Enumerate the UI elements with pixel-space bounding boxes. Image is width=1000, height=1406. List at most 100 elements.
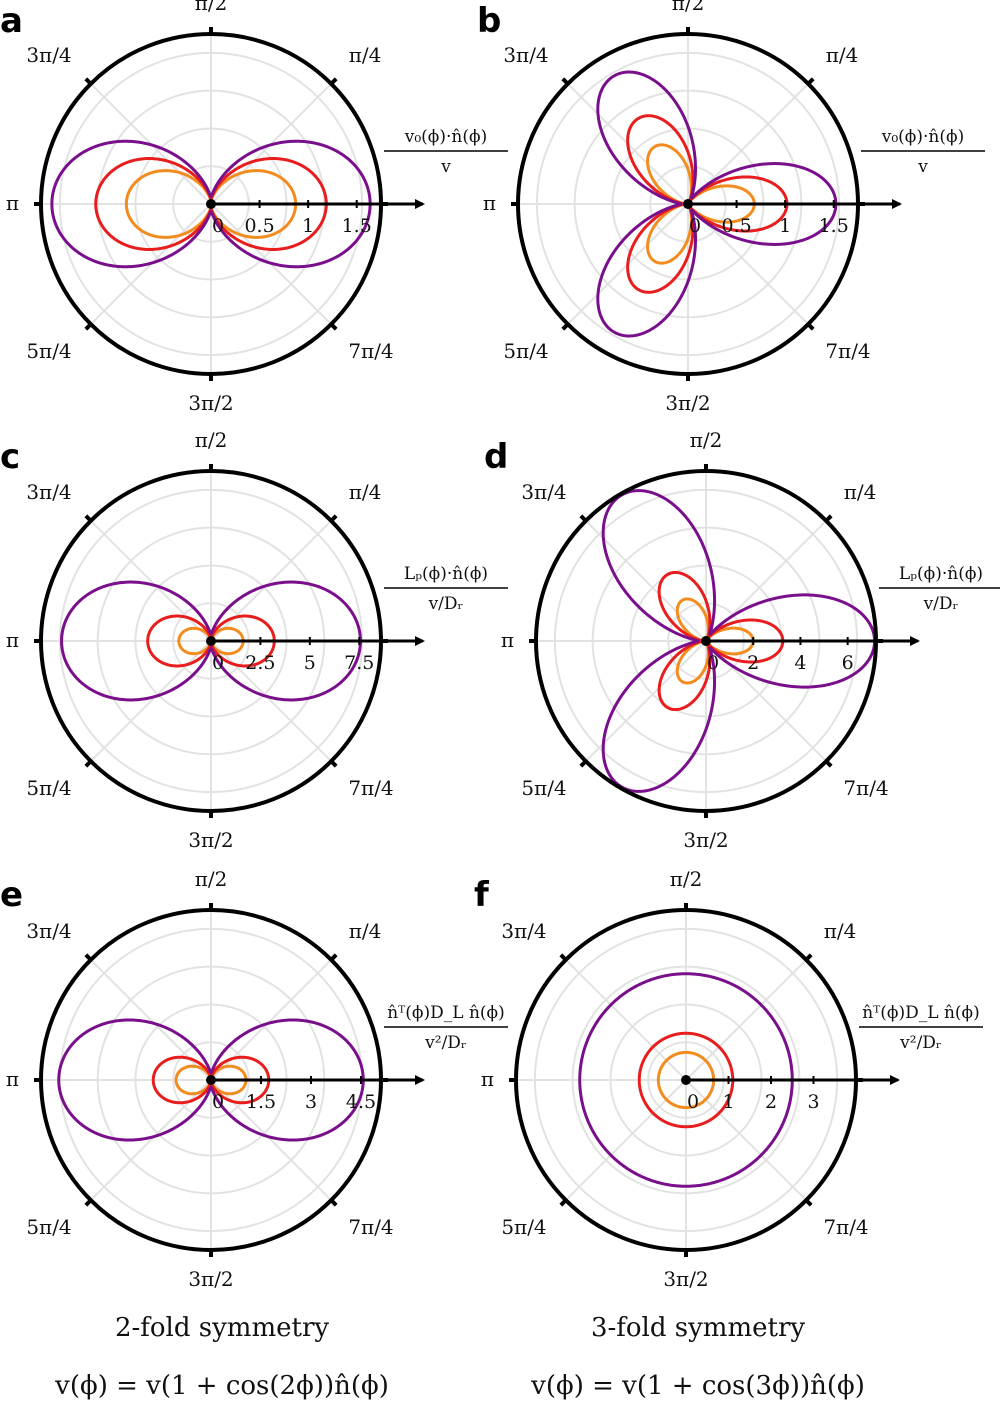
angle-label: 5π/4 xyxy=(501,1215,546,1239)
panel-letter-a: a xyxy=(0,1,23,41)
quantity-numerator: n̂ᵀ(ϕ)D_L n̂(ϕ) xyxy=(862,1003,980,1023)
angle-label: 3π/4 xyxy=(26,480,71,504)
grid-spoke xyxy=(565,959,687,1081)
series-curve-orange xyxy=(177,626,245,656)
angle-label: 3π/4 xyxy=(26,43,71,67)
angle-label: π xyxy=(6,1067,19,1091)
radial-tick-label: 1.5 xyxy=(819,215,849,237)
angle-label: 5π/4 xyxy=(521,776,566,800)
frame-tick xyxy=(329,514,338,523)
left-formula: v(ϕ) = v(1 + cos(2ϕ))n̂(ϕ) xyxy=(54,1371,389,1401)
angle-label: π xyxy=(6,628,19,652)
polar-chart-c: c π/2 π/4 3π/4 π 5π/4 7π/4 3π/2 0 2.5 5 7.5 Lₚ(ϕ)·n̂… xyxy=(0,428,508,852)
angle-label: π/4 xyxy=(349,919,382,943)
frame-tick xyxy=(84,759,93,768)
origin-dot xyxy=(206,1075,216,1085)
origin-dot xyxy=(683,199,693,209)
radial-tick-label: 2 xyxy=(765,1091,777,1113)
frame-tick xyxy=(824,514,833,523)
radial-tick-label: 4.5 xyxy=(346,1091,376,1113)
quantity-numerator: v₀(ϕ)·n̂(ϕ) xyxy=(881,127,964,147)
grid-spoke xyxy=(585,520,707,642)
frame-tick xyxy=(824,759,833,768)
quantity-denominator: v/Dᵣ xyxy=(428,594,464,614)
frame-tick xyxy=(579,759,588,768)
polar-chart-a: a π/2 π/4 3π/4 π 5π/4 7π/4 3π/2 0 0.5 1 1.5 v₀(ϕ)·n̂… xyxy=(0,0,508,415)
angle-label: π/2 xyxy=(672,0,705,15)
frame-tick xyxy=(329,77,338,86)
frame-tick xyxy=(84,514,93,523)
series-curve-orange xyxy=(124,169,298,239)
series-curve-purple xyxy=(578,972,794,1188)
angle-label: 7π/4 xyxy=(348,339,393,363)
quantity-denominator: v²/Dᵣ xyxy=(899,1033,942,1053)
polar-chart-d: d π/2 π/4 3π/4 π 5π/4 7π/4 3π/2 0 2 4 6 Lₚ(ϕ)·n̂(ϕ) v… xyxy=(484,428,1000,852)
angle-label: π/4 xyxy=(349,43,382,67)
left-caption: 2-fold symmetry xyxy=(115,1313,329,1343)
radial-tick-label: 3 xyxy=(305,1091,317,1113)
angle-label: 3π/2 xyxy=(663,1267,708,1291)
right-caption: 3-fold symmetry xyxy=(591,1313,805,1343)
quantity-numerator: Lₚ(ϕ)·n̂(ϕ) xyxy=(404,564,488,584)
angle-label: π/2 xyxy=(195,428,228,452)
grid-spoke xyxy=(210,520,332,642)
frame-tick xyxy=(329,1198,338,1207)
angle-label: π xyxy=(6,191,19,215)
grid-spoke xyxy=(210,959,332,1081)
origin-dot xyxy=(681,1075,691,1085)
series-curve-purple xyxy=(60,580,362,702)
radial-tick-label: 0.5 xyxy=(721,215,751,237)
grid-spoke xyxy=(685,1079,807,1201)
series-curve-purple xyxy=(57,1018,365,1142)
angle-label: π/2 xyxy=(195,0,228,15)
series-curve-red xyxy=(146,614,276,668)
frame-tick xyxy=(804,953,813,962)
angle-label: 7π/4 xyxy=(825,339,870,363)
grid-spoke xyxy=(210,640,332,762)
radial-tick-label: 7.5 xyxy=(344,652,374,674)
radial-tick-label: 1 xyxy=(779,215,791,237)
radial-tick-label: 6 xyxy=(842,652,854,674)
panel-letter-d: d xyxy=(484,437,508,477)
origin-dot xyxy=(701,636,711,646)
panel-letter-f: f xyxy=(474,875,490,915)
angle-label: π/4 xyxy=(824,919,857,943)
angle-label: 3π/4 xyxy=(501,919,546,943)
quantity-numerator: n̂ᵀ(ϕ)D_L n̂(ϕ) xyxy=(387,1003,505,1023)
angle-label: π/4 xyxy=(349,480,382,504)
frame-tick xyxy=(329,953,338,962)
angle-label: 3π/4 xyxy=(521,480,566,504)
radial-tick-label: 1 xyxy=(302,215,314,237)
frame-tick xyxy=(804,1198,813,1207)
quantity-denominator: v/Dᵣ xyxy=(923,594,959,614)
right-formula: v(ϕ) = v(1 + cos(3ϕ))n̂(ϕ) xyxy=(530,1371,865,1401)
origin-dot xyxy=(206,199,216,209)
angle-label: π xyxy=(501,628,514,652)
angle-label: 3π/2 xyxy=(665,391,710,415)
radial-tick-label: 0 xyxy=(687,1091,699,1113)
radial-tick-label: 0 xyxy=(212,1091,224,1113)
angle-label: 5π/4 xyxy=(503,339,548,363)
frame-tick xyxy=(329,759,338,768)
radial-tick-label: 1.5 xyxy=(246,1091,276,1113)
frame-tick xyxy=(806,77,815,86)
grid-spoke xyxy=(585,640,707,762)
angle-label: 7π/4 xyxy=(348,776,393,800)
radial-tick-label: 0 xyxy=(707,652,719,674)
angle-label: 5π/4 xyxy=(26,1215,71,1239)
angle-label: 7π/4 xyxy=(348,1215,393,1239)
frame-tick xyxy=(84,77,93,86)
grid-spoke xyxy=(90,520,212,642)
frame-tick xyxy=(561,77,570,86)
grid-spoke xyxy=(90,1079,212,1201)
quantity-denominator: v xyxy=(917,157,928,177)
series-curve-purple xyxy=(50,139,372,269)
grid-spoke xyxy=(565,1079,687,1201)
radial-tick-label: 5 xyxy=(304,652,316,674)
frame-tick xyxy=(579,514,588,523)
radial-tick-label: 2 xyxy=(747,652,759,674)
origin-dot xyxy=(206,636,216,646)
frame-tick xyxy=(559,953,568,962)
radial-tick-label: 0 xyxy=(689,215,701,237)
radial-tick-label: 1.5 xyxy=(342,215,372,237)
